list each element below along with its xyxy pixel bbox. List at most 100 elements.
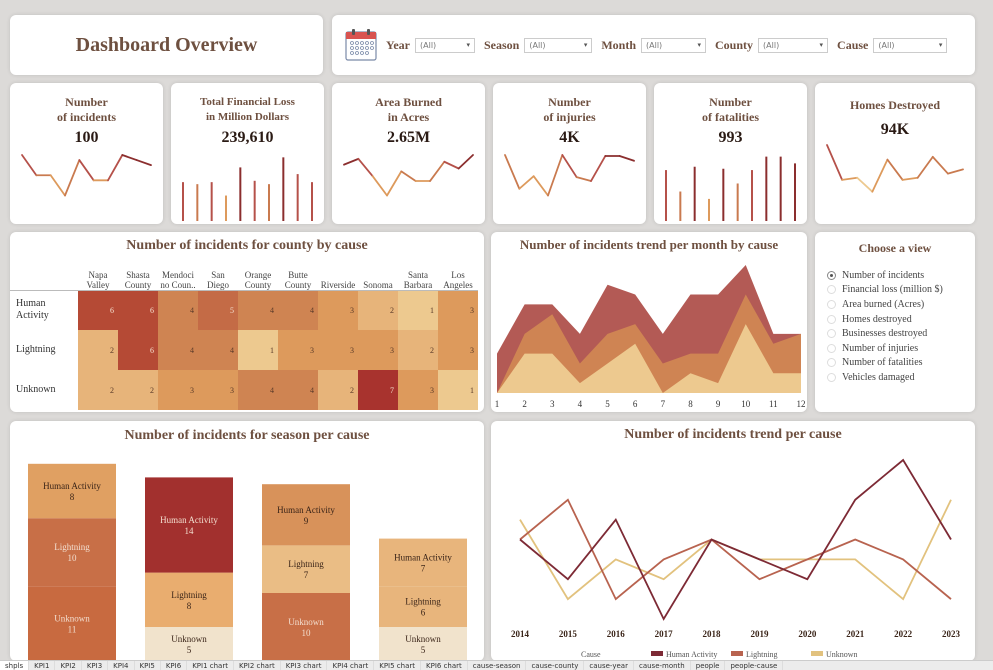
heatmap-cell[interactable]: 2 — [118, 370, 158, 410]
view-option[interactable]: Area burned (Acres) — [827, 297, 975, 312]
filter-county-select[interactable]: (All) ▾ — [758, 37, 829, 53]
heatmap-cell[interactable]: 3 — [438, 330, 478, 370]
sheet-tab[interactable]: KPI3 — [82, 661, 109, 670]
view-option[interactable]: Businesses destroyed — [827, 326, 975, 341]
radio-button[interactable] — [827, 329, 836, 339]
heatmap-cell[interactable]: 2 — [398, 330, 438, 370]
radio-button[interactable] — [827, 270, 836, 280]
filter-cause: Cause (All) ▾ — [837, 37, 948, 53]
segment-value: 10 — [302, 628, 312, 638]
radio-button[interactable] — [827, 299, 836, 309]
heatmap-cell[interactable]: 6 — [78, 290, 118, 330]
sheet-tab[interactable]: KPI5 chart — [374, 661, 422, 670]
heatmap-cell[interactable]: 4 — [278, 290, 318, 330]
sheet-tab[interactable]: cause-year — [584, 661, 634, 670]
sheet-tab[interactable]: KPI5 — [135, 661, 161, 670]
heatmap-cell[interactable]: 1 — [238, 330, 278, 370]
sheet-tab[interactable]: KPI1 — [29, 661, 56, 670]
sheet-tab[interactable]: KPI2 chart — [234, 661, 281, 670]
heatmap-cell[interactable]: 3 — [398, 370, 438, 410]
view-option-label: Homes destroyed — [842, 313, 912, 325]
sheet-tab[interactable]: KPI1 chart — [187, 661, 234, 670]
column-header: Shasta County — [124, 269, 152, 290]
heatmap-cell[interactable]: 3 — [358, 330, 398, 370]
legend-title: Cause — [581, 650, 601, 659]
heatmap-cell[interactable]: 4 — [198, 330, 238, 370]
radio-button[interactable] — [827, 285, 836, 295]
sheet-tab[interactable]: KPI6 chart — [421, 661, 468, 670]
spark-segment — [107, 154, 124, 182]
heatmap-cell[interactable]: 3 — [198, 370, 238, 410]
heatmap-cell[interactable]: 6 — [118, 290, 158, 330]
sheet-tab[interactable]: people — [691, 661, 726, 670]
season-chart-title: Number of incidents for season per cause — [124, 428, 370, 443]
heatmap-cell[interactable]: 1 — [438, 370, 478, 410]
heatmap-cell[interactable]: 2 — [358, 290, 398, 330]
heatmap-cell[interactable]: 3 — [158, 370, 198, 410]
kpi-card-fatalities: Number of fatalities 993 — [654, 83, 807, 224]
sheet-tab[interactable]: cause-month — [634, 661, 691, 670]
sheet-tab[interactable]: KPI2 — [55, 661, 82, 670]
heatmap-cell[interactable]: 4 — [238, 290, 278, 330]
trend-line-chart: 2014 2015 2016 2017 2018 2019 2020 2021 2022 2023… — [511, 458, 961, 659]
sheet-tab[interactable]: KPI6 — [161, 661, 188, 670]
sheet-tab[interactable]: people-cause — [725, 661, 784, 670]
x-tick-label: 2 — [522, 399, 527, 409]
filter-month-select[interactable]: (All) ▾ — [641, 37, 707, 53]
x-tick-label: 2021 — [846, 629, 865, 639]
sheet-tab[interactable]: cause-county — [526, 661, 585, 670]
view-option[interactable]: Number of fatalities — [827, 356, 975, 371]
filter-year-select[interactable]: (All) ▾ — [415, 37, 475, 53]
heatmap-cell[interactable]: 3 — [438, 290, 478, 330]
stacked-bar-segment — [28, 518, 116, 587]
heatmap-cell[interactable]: 3 — [318, 290, 358, 330]
kpi-sparkline — [504, 154, 635, 197]
sheet-tab[interactable]: KPI4 — [108, 661, 135, 670]
heatmap-cell[interactable]: 4 — [158, 330, 198, 370]
segment-value: 11 — [68, 625, 77, 635]
sheet-tab[interactable]: KPI3 chart — [281, 661, 328, 670]
heatmap-cell[interactable]: 2 — [318, 370, 358, 410]
view-option[interactable]: Homes destroyed — [827, 312, 975, 327]
segment-label: Lightning — [288, 559, 324, 569]
x-tick-label: 2022 — [894, 629, 913, 639]
dropdown-arrow-icon: ▾ — [819, 41, 824, 49]
view-option-label: Number of incidents — [842, 269, 925, 281]
area-series-unknown — [497, 324, 801, 393]
kpi-card-homes-destroyed: Homes Destroyed 94K — [815, 83, 975, 224]
heatmap-cell[interactable]: 1 — [398, 290, 438, 330]
view-option[interactable]: Vehicles damaged — [827, 370, 975, 385]
heatmap-cell[interactable]: 4 — [278, 370, 318, 410]
heatmap-cell[interactable]: 3 — [318, 330, 358, 370]
heatmap-cell[interactable]: 3 — [278, 330, 318, 370]
segment-label: Human Activity — [394, 552, 452, 562]
radio-button[interactable] — [827, 372, 836, 382]
segment-value: 8 — [187, 601, 192, 611]
sheet-tab[interactable]: cause-season — [468, 661, 527, 670]
heatmap-cell[interactable]: 7 — [358, 370, 398, 410]
x-tick-label: 5 — [605, 399, 610, 409]
view-option[interactable]: Number of incidents — [827, 268, 975, 283]
sheet-tab[interactable]: shpls — [0, 661, 30, 670]
heatmap-cell[interactable]: 2 — [78, 330, 118, 370]
radio-button[interactable] — [827, 314, 836, 324]
stacked-bar-segment — [379, 538, 467, 587]
spark-segment — [64, 159, 81, 197]
sheet-tab[interactable]: KPI4 chart — [327, 661, 375, 670]
heatmap-cell[interactable]: 4 — [238, 370, 278, 410]
view-option[interactable]: Number of injuries — [827, 341, 975, 356]
x-tick-label: 12 — [797, 399, 806, 409]
view-option[interactable]: Financial loss (million $) — [827, 283, 975, 298]
filter-cause-select[interactable]: (All) ▾ — [873, 37, 948, 53]
segment-value: 7 — [304, 570, 309, 580]
heatmap-cell[interactable]: 5 — [198, 290, 238, 330]
x-tick-label: 2015 — [559, 629, 578, 639]
heatmap-cell[interactable]: 2 — [78, 370, 118, 410]
radio-button[interactable] — [827, 343, 836, 353]
spark-segment — [443, 160, 460, 170]
stacked-bar-segment — [262, 593, 350, 661]
heatmap-cell[interactable]: 4 — [158, 290, 198, 330]
filter-season-select[interactable]: (All) ▾ — [524, 37, 593, 53]
radio-button[interactable] — [827, 358, 836, 368]
heatmap-cell[interactable]: 6 — [118, 330, 158, 370]
